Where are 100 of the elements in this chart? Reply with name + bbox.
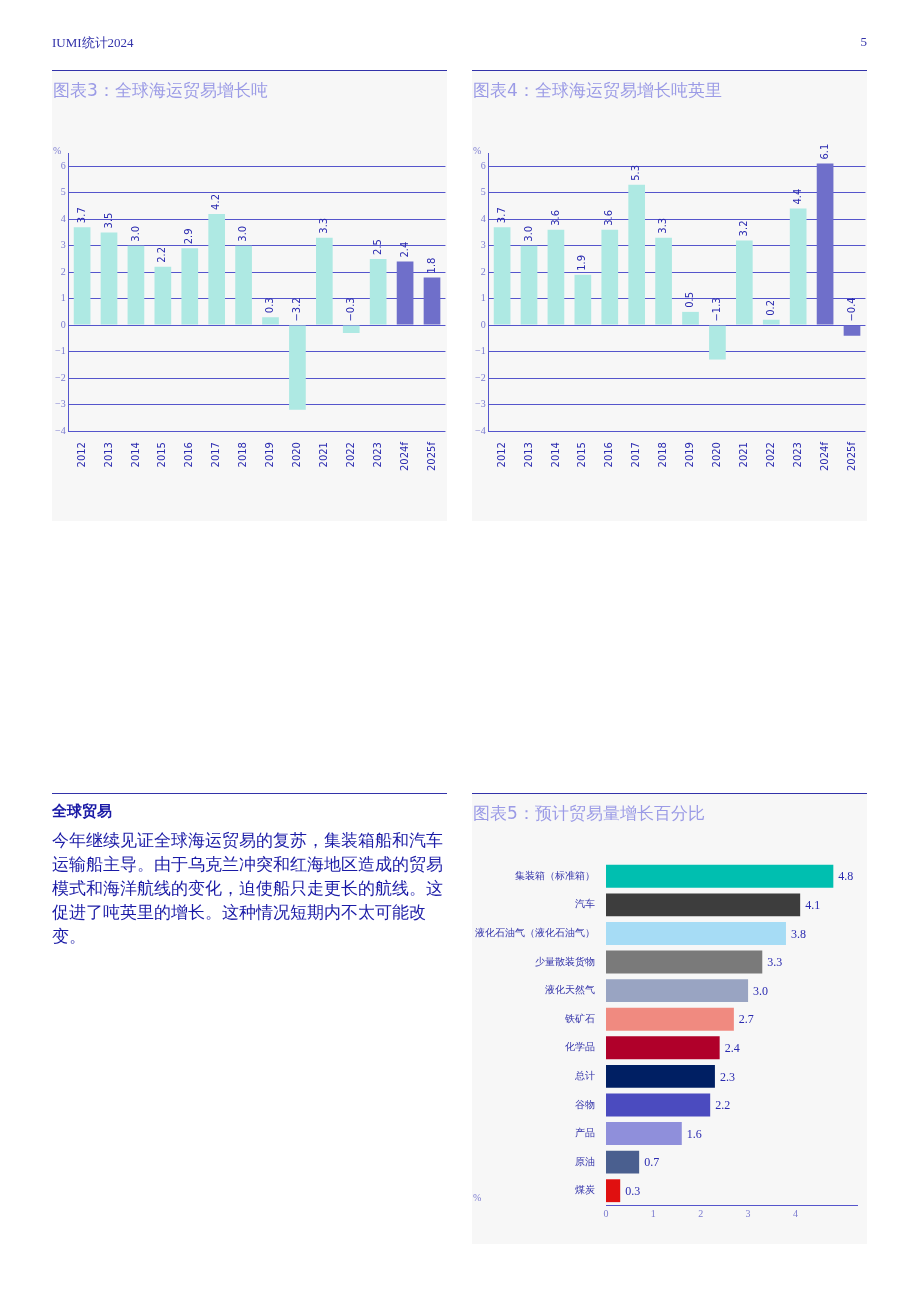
x-tick-label: 2023 <box>371 442 383 468</box>
data-label: 3.0 <box>237 225 249 242</box>
y-tick-label: −1 <box>55 345 66 357</box>
data-label: 1.6 <box>686 1126 702 1141</box>
y-tick-label: 4 <box>60 212 66 224</box>
bar <box>520 245 538 325</box>
x-tick-label: 2021 <box>737 442 749 468</box>
bar <box>606 1007 734 1031</box>
bar <box>816 163 834 325</box>
y-tick-label: 化学品 <box>565 1041 595 1053</box>
y-tick-label: −2 <box>55 371 66 383</box>
bar <box>709 325 726 360</box>
y-tick-label: 3 <box>480 239 486 251</box>
y-tick-label: 2 <box>60 265 66 277</box>
data-label: 2.7 <box>738 1012 754 1027</box>
x-tick-label: 2020 <box>291 442 303 468</box>
x-tick-label: 0 <box>603 1207 609 1219</box>
data-label: 3.7 <box>495 207 507 224</box>
chart-title: 图表4：全球海运贸易增长吨英里 <box>473 79 723 102</box>
y-tick-label: 少量散装货物 <box>535 955 595 967</box>
y-tick-label: 6 <box>480 159 486 171</box>
bar <box>606 1122 682 1145</box>
x-tick-label: 2025f <box>425 441 437 472</box>
bar <box>655 237 672 325</box>
y-tick-label: −4 <box>475 424 486 436</box>
x-tick-label: 2022 <box>344 442 356 468</box>
data-label: 2.2 <box>715 1098 731 1113</box>
data-label: 2.5 <box>371 239 383 255</box>
x-tick-label: 2 <box>698 1207 704 1219</box>
data-label: −0.3 <box>344 297 356 322</box>
data-label: 4.1 <box>805 898 821 913</box>
x-tick-label: 3 <box>745 1207 751 1219</box>
data-label: 3.0 <box>129 225 141 242</box>
x-tick-label: 1 <box>650 1207 656 1219</box>
bar <box>342 325 360 334</box>
bar <box>606 1179 621 1203</box>
data-label: 4.2 <box>210 194 222 210</box>
data-label: 2.3 <box>719 1069 735 1084</box>
x-tick-label: 2020 <box>711 442 723 468</box>
bar <box>100 232 118 325</box>
x-axis-title: % <box>473 1192 482 1203</box>
x-tick-label: 2024f <box>818 441 830 472</box>
data-label: 3.5 <box>102 212 114 229</box>
x-tick-label: 2012 <box>495 442 507 468</box>
data-label: 3.3 <box>317 217 329 234</box>
y-tick-label: 1 <box>480 292 486 304</box>
bar <box>396 261 414 325</box>
bar <box>606 950 763 974</box>
bar <box>493 227 511 325</box>
bar <box>606 864 834 888</box>
x-tick-label: 2013 <box>102 442 114 468</box>
bar <box>762 319 780 325</box>
bar <box>606 1150 640 1174</box>
data-label: 3.6 <box>603 209 615 226</box>
bar <box>574 274 592 325</box>
x-tick-label: 2024f <box>398 441 410 472</box>
chart-title: 图表3：全球海运贸易增长吨 <box>53 79 269 102</box>
x-tick-label: 2019 <box>264 442 276 468</box>
bar <box>606 1093 711 1117</box>
bar <box>735 240 753 325</box>
y-tick-label: 谷物 <box>575 1098 595 1110</box>
data-label: 1.9 <box>576 254 588 271</box>
text: 今年继续见证全球海运贸易的复苏，集装箱船和汽车运输船主导。由于乌克兰冲突和红海地区造成的贸易模式和海洋航线的变化，迫使船只走更长的航线。这促进了吨英里的增长。这种情况短期内不太可能改变。 <box>52 830 444 948</box>
x-tick-label: 2015 <box>576 442 588 468</box>
y-tick-label: 煤炭 <box>575 1184 595 1196</box>
bar <box>235 245 252 325</box>
data-label: 0.7 <box>644 1155 660 1170</box>
y-tick-label: 液化天然气 <box>545 984 595 996</box>
data-label: 3.6 <box>549 209 561 226</box>
x-tick-label: 2019 <box>684 442 696 468</box>
y-tick-label: −3 <box>475 398 486 410</box>
data-label: 0.3 <box>264 297 276 314</box>
data-label: 1.8 <box>425 257 437 274</box>
bar <box>181 248 199 325</box>
y-tick-label: −2 <box>475 371 486 383</box>
data-label: −0.4 <box>845 297 857 322</box>
y-tick-label: 3 <box>60 239 66 251</box>
bar <box>601 229 619 325</box>
bar <box>262 317 279 325</box>
y-tick-label: 汽车 <box>575 898 595 910</box>
y-tick-label: 产品 <box>575 1127 595 1139</box>
y-tick-label: −1 <box>475 345 486 357</box>
y-tick-label: 总计 <box>574 1069 595 1081</box>
data-label: 3.0 <box>753 983 769 998</box>
text: 全球贸易 <box>52 802 113 821</box>
x-tick-label: 2018 <box>237 442 249 468</box>
text: 5 <box>860 34 867 50</box>
x-tick-label: 2022 <box>764 442 776 468</box>
bar <box>789 208 807 325</box>
data-label: 3.8 <box>790 926 806 941</box>
data-label: −3.2 <box>291 297 303 322</box>
y-tick-label: 集装箱（标准箱） <box>515 869 595 881</box>
data-label: 3.7 <box>75 207 87 224</box>
bar <box>606 979 749 1003</box>
data-label: 0.2 <box>764 299 776 316</box>
bar <box>606 1036 720 1060</box>
x-tick-label: 4 <box>792 1207 798 1219</box>
chart-title: 图表5：预计贸易量增长百分比 <box>473 802 706 825</box>
x-tick-label: 2025f <box>845 441 857 472</box>
data-label: 2.9 <box>183 228 195 245</box>
